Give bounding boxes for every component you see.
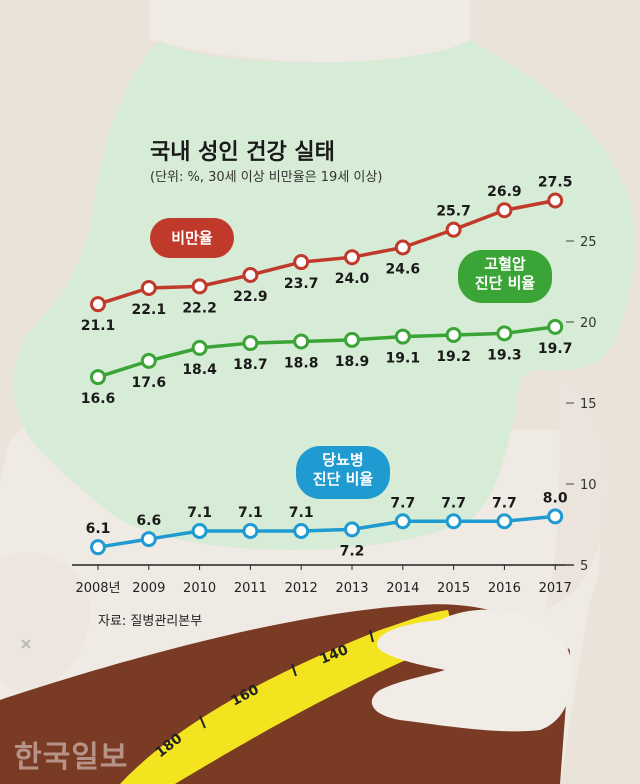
obesity-value-label: 22.1 <box>132 302 167 318</box>
hypertension-value-label: 19.7 <box>538 341 573 357</box>
obesity-value-label: 26.9 <box>487 184 522 200</box>
y-tick-label: 15 <box>580 397 597 412</box>
x-tick-label: 2014 <box>386 581 419 596</box>
obesity-value-label: 24.0 <box>335 271 370 287</box>
diabetes-point <box>344 521 360 538</box>
legend-diabetes-line1: 당뇨병 <box>322 451 364 469</box>
hypertension-value-label: 19.2 <box>436 349 471 365</box>
diabetes-point <box>496 513 513 530</box>
x-tick-label: 2015 <box>437 581 470 596</box>
hypertension-point <box>496 325 513 342</box>
x-tick-label: 2008년 <box>75 581 120 596</box>
legend-hypertension: 고혈압 진단 비율 <box>458 250 552 303</box>
hypertension-point <box>90 369 106 386</box>
hypertension-point <box>140 352 157 369</box>
diabetes-point <box>547 508 564 525</box>
diabetes-value-label: 7.1 <box>238 505 263 521</box>
obesity-point <box>547 192 564 209</box>
source-note: 자료: 질병관리본부 <box>98 614 203 629</box>
chart-title: 국내 성인 건강 실태 <box>150 140 335 165</box>
diabetes-point <box>242 522 259 539</box>
diabetes-value-label: 7.1 <box>187 505 212 521</box>
obesity-point <box>496 202 513 219</box>
legend-obesity: 비만율 <box>150 218 234 258</box>
obesity-value-label: 22.2 <box>182 300 217 316</box>
y-tick-label: 10 <box>580 478 597 493</box>
legend-hypertension-line1: 고혈압 <box>484 255 526 273</box>
y-tick-label: 5 <box>580 559 588 574</box>
diabetes-point <box>445 513 462 530</box>
diabetes-point <box>293 522 310 539</box>
diabetes-value-label: 7.7 <box>441 495 466 511</box>
diabetes-line <box>97 514 556 549</box>
x-tick-label: 2011 <box>234 581 267 596</box>
y-tick-label: 20 <box>580 316 597 331</box>
diabetes-value-label: 7.7 <box>492 495 517 511</box>
hypertension-value-label: 18.9 <box>335 354 370 370</box>
obesity-line <box>97 198 556 306</box>
diabetes-value-label: 7.7 <box>390 495 415 511</box>
hypertension-point <box>394 328 411 345</box>
legend-obesity-label: 비만율 <box>171 229 213 247</box>
obesity-point <box>445 221 462 238</box>
chart-subtitle: (단위: %, 30세 이상 비만율은 19세 이상) <box>150 170 383 185</box>
obesity-value-label: 27.5 <box>538 175 573 191</box>
hypertension-point <box>344 331 360 348</box>
obesity-value-label: 22.9 <box>233 289 268 305</box>
hypertension-point <box>242 335 259 352</box>
hypertension-point <box>547 318 564 335</box>
y-tick-label: 25 <box>580 235 597 250</box>
x-tick-label: 2013 <box>335 581 368 596</box>
legend-diabetes: 당뇨병 진단 비율 <box>296 446 390 499</box>
diabetes-value-label: 6.6 <box>136 513 161 529</box>
diabetes-value-label: 7.1 <box>289 505 314 521</box>
hypertension-value-label: 19.1 <box>386 351 421 367</box>
x-tick-label: 2012 <box>285 581 318 596</box>
series-group: 21.1 22.1 22.2 22.9 23.7 24.0 24.6 25.7 26.9 27.5… <box>81 175 573 560</box>
obesity-value-label: 24.6 <box>386 261 421 277</box>
obesity-point <box>140 279 157 296</box>
hypertension-line <box>97 325 556 379</box>
axis-group: 2008년 2009 2010 2011 2012 2013 2014 2015 2016 201… <box>72 235 597 596</box>
legend-diabetes-line2: 진단 비율 <box>312 470 374 488</box>
x-tick-label: 2010 <box>183 581 216 596</box>
obesity-value-label: 21.1 <box>81 318 116 334</box>
diabetes-point <box>394 513 411 530</box>
obesity-point <box>242 267 259 284</box>
hypertension-value-label: 18.8 <box>284 355 319 371</box>
diabetes-value-label: 7.2 <box>340 543 365 559</box>
obesity-point <box>90 296 106 313</box>
hypertension-point <box>191 339 208 356</box>
x-tick-label: 2016 <box>488 581 521 596</box>
obesity-point <box>344 249 360 266</box>
obesity-point <box>191 278 208 295</box>
obesity-value-label: 25.7 <box>436 204 471 220</box>
hypertension-value-label: 16.6 <box>81 391 116 407</box>
hypertension-value-label: 18.7 <box>233 357 268 373</box>
hypertension-value-label: 19.3 <box>487 347 522 363</box>
diabetes-point <box>191 522 208 539</box>
diabetes-value-label: 8.0 <box>543 490 568 506</box>
obesity-point <box>394 239 411 256</box>
diabetes-point <box>90 539 106 556</box>
x-tick-label: 2009 <box>132 581 165 596</box>
hypertension-point <box>445 326 462 343</box>
hypertension-point <box>293 333 310 350</box>
diabetes-value-label: 6.1 <box>86 521 111 537</box>
obesity-value-label: 23.7 <box>284 276 319 292</box>
hypertension-value-label: 17.6 <box>132 375 167 391</box>
x-tick-label: 2017 <box>539 581 572 596</box>
diabetes-point <box>140 531 157 548</box>
legend-hypertension-line2: 진단 비율 <box>474 274 536 292</box>
publisher-watermark: 한국일보 <box>14 740 129 775</box>
obesity-point <box>293 254 310 271</box>
hypertension-value-label: 18.4 <box>182 362 217 378</box>
